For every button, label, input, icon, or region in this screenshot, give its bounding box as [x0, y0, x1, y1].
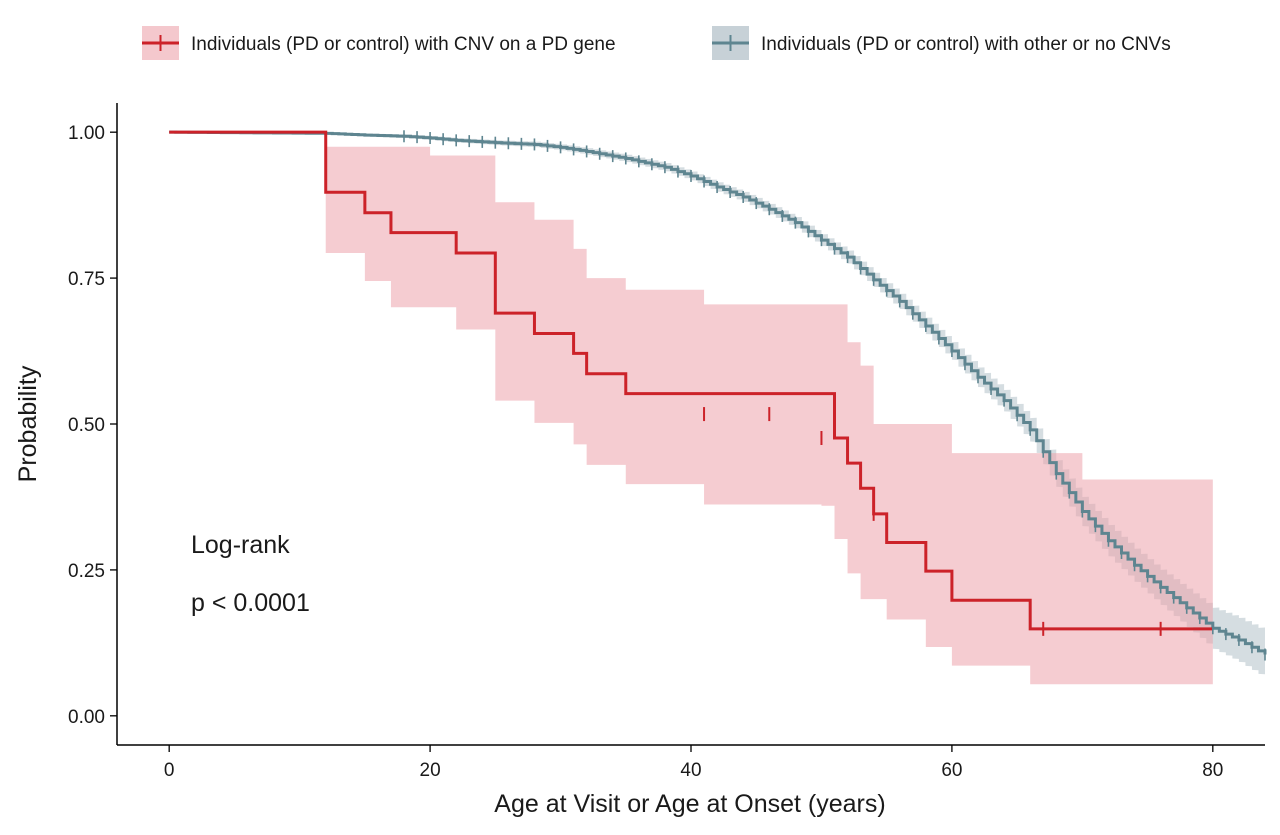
- y-axis-ticks: 0.00 0.25 0.50 0.75 1.00: [68, 123, 117, 728]
- axes: 0 20 40 60 80 0.00 0.25 0.50 0.75 1.00 Age at Vi…: [14, 103, 1265, 818]
- x-axis-label: Age at Visit or Age at Onset (years): [494, 790, 885, 818]
- y-tick-label: 0.75: [68, 269, 105, 290]
- censor-marks: [403, 130, 1266, 661]
- log-rank-label: Log-rank: [191, 531, 290, 559]
- legend: Individuals (PD or control) with CNV on …: [142, 26, 1171, 60]
- x-tick-label: 40: [680, 760, 701, 781]
- x-tick-label: 60: [941, 760, 962, 781]
- legend-label-cnv-pd-gene: Individuals (PD or control) with CNV on …: [191, 34, 616, 55]
- x-tick-label: 20: [420, 760, 441, 781]
- band-cnv-pd-gene: [169, 132, 1213, 685]
- confidence-bands: [169, 132, 1265, 685]
- legend-label-other-cnvs: Individuals (PD or control) with other o…: [761, 34, 1171, 55]
- y-axis-label: Probability: [14, 365, 42, 482]
- curve-cnv-pd-gene: [169, 130, 1213, 631]
- y-tick-label: 1.00: [68, 123, 105, 144]
- y-tick-label: 0.00: [68, 707, 105, 728]
- p-value-label: p < 0.0001: [191, 589, 310, 617]
- y-tick-label: 0.50: [68, 415, 105, 436]
- x-axis-ticks: 0 20 40 60 80: [164, 745, 1223, 781]
- x-tick-label: 0: [164, 760, 175, 781]
- x-tick-label: 80: [1202, 760, 1223, 781]
- y-tick-label: 0.25: [68, 561, 105, 582]
